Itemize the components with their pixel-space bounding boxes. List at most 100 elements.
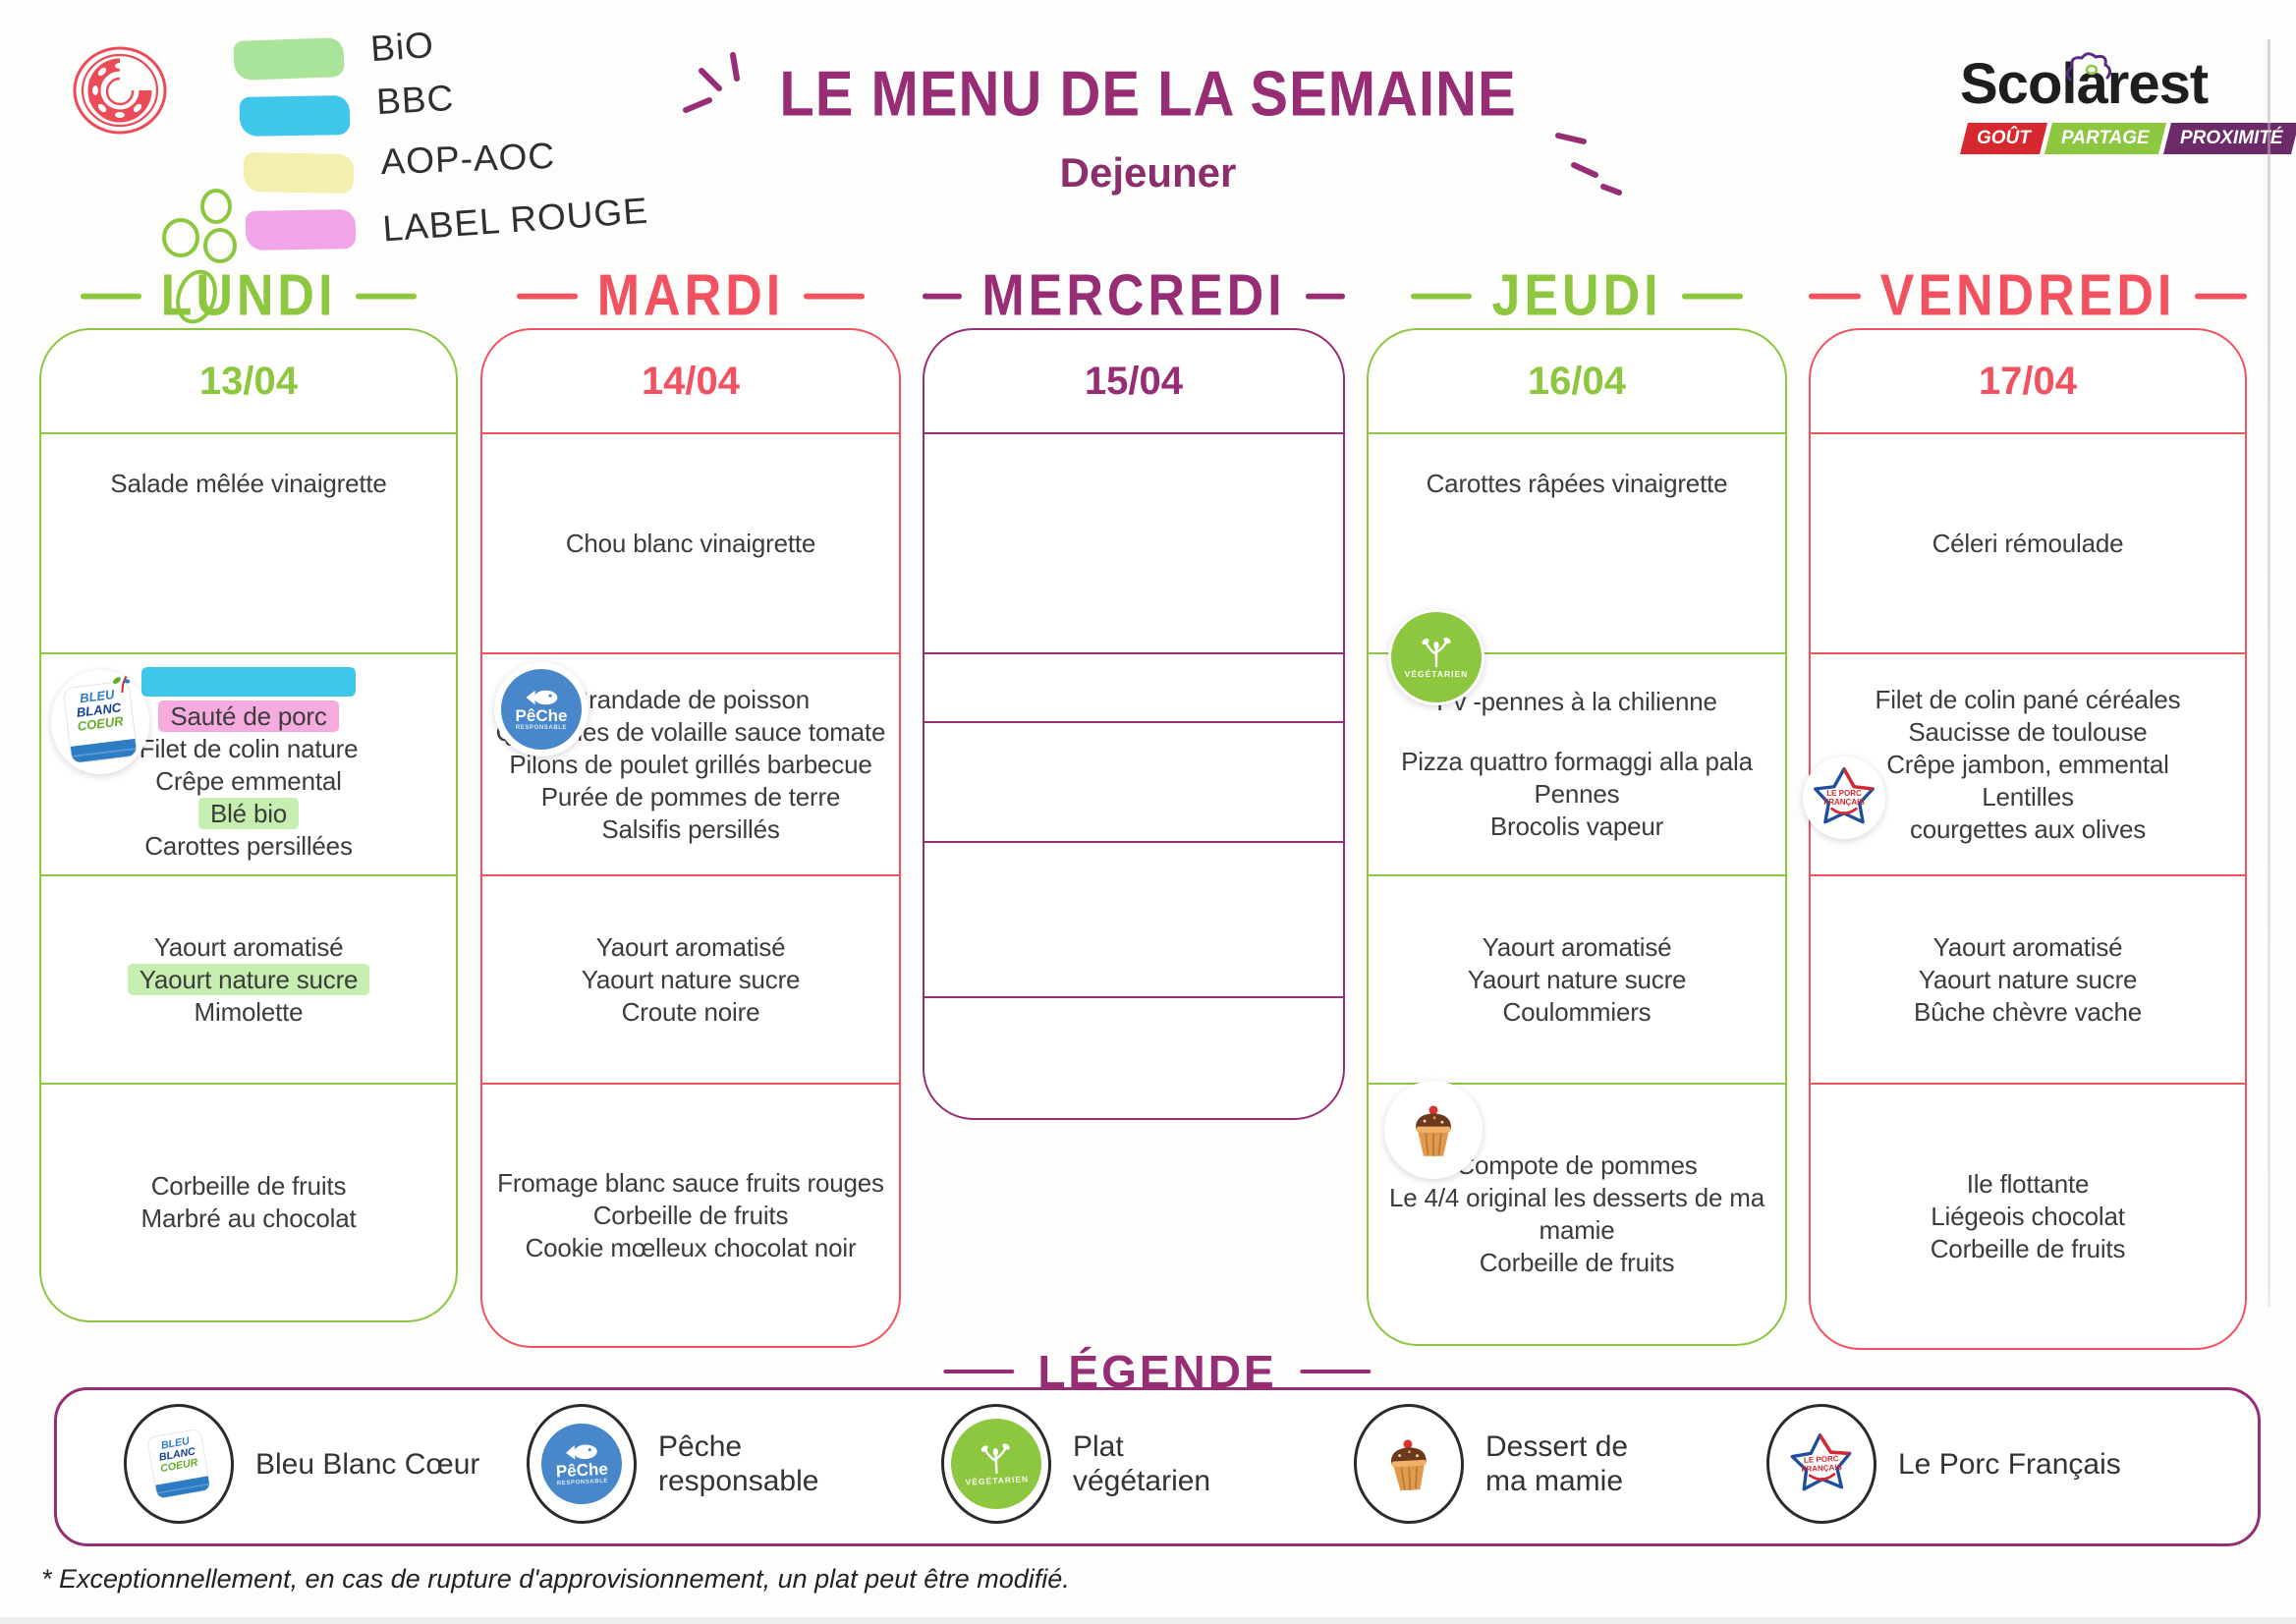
day-name: JEUDI bbox=[1491, 262, 1662, 329]
key-label: LABEL ROUGE bbox=[381, 190, 650, 250]
day-box: 15/04 bbox=[923, 328, 1345, 1120]
starter-section: Chou blanc vinaigrette bbox=[482, 432, 899, 652]
menu-item-highlighted: Blé bio bbox=[197, 797, 300, 830]
title-dash bbox=[80, 293, 141, 299]
menu-item: Corbeille de fruits bbox=[1479, 1248, 1675, 1277]
ribbon-gout: GOÛT bbox=[1960, 123, 2047, 154]
badge-holder bbox=[1384, 1081, 1483, 1179]
day-title: LUNDI bbox=[39, 262, 458, 329]
day-name: VENDREDI bbox=[1879, 262, 2176, 329]
porc-francais-icon: LE PORC FRANÇAIS bbox=[1782, 1425, 1861, 1503]
page-subtitle: Dejeuner bbox=[1059, 149, 1237, 196]
dessert-section: Corbeille de fruits Marbré au chocolat bbox=[41, 1083, 456, 1320]
dairy-section: Yaourt aromatisé Yaourt nature sucre Mim… bbox=[41, 874, 456, 1083]
day-name: LUNDI bbox=[160, 262, 337, 329]
bleu-blanc-coeur-icon: BLEU BLANC COEUR bbox=[146, 1428, 211, 1499]
menu-item: Céleri rémoulade bbox=[1932, 528, 2124, 558]
day-box: 17/04 Céleri rémoulade LE PORC F bbox=[1803, 328, 2247, 1350]
badge-holder: VÉGÉTARIEN bbox=[1388, 609, 1484, 705]
legend-item-bleu-blanc-coeur: BLEU BLANC COEUR Bleu Blanc Cœur bbox=[120, 1401, 480, 1527]
menu-item: Compote de pommes bbox=[1456, 1150, 1698, 1180]
footnote: * Exceptionnellement, en cas de rupture … bbox=[41, 1564, 1070, 1594]
title-dash bbox=[516, 293, 578, 299]
menu-item: Fromage blanc sauce fruits rouges bbox=[497, 1167, 884, 1198]
peche-responsable-icon: PêChe RESPONSABLE bbox=[538, 1421, 625, 1507]
badge-text: LE PORC FRANÇAIS bbox=[1823, 789, 1865, 807]
menu-item: Filet de colin pané céréales bbox=[1875, 684, 2181, 714]
badge-text: RESPONSABLE bbox=[556, 1478, 609, 1487]
porc-francais-icon: LE PORC FRANÇAIS bbox=[1807, 760, 1881, 835]
title-dash bbox=[804, 293, 866, 299]
rays-left-icon bbox=[676, 47, 760, 135]
menu-item-highlighted bbox=[141, 666, 356, 700]
menu-item: Yaourt aromatisé bbox=[595, 931, 786, 962]
plat-vegetarien-icon: VÉGÉTARIEN bbox=[948, 1416, 1044, 1512]
bleu-blanc-coeur-icon: BLEU BLANC COEUR bbox=[63, 675, 138, 763]
menu-item: Le 4/4 original les desserts de ma mamie bbox=[1389, 1183, 1764, 1245]
main-section: VÉGÉTARIEN Pv -pennes à la chilienne Piz… bbox=[1369, 609, 1785, 874]
dessert-section bbox=[924, 996, 1343, 1118]
main-section: BLEU BLANC COEUR Sauté de porc Filet de … bbox=[41, 652, 456, 874]
legend-title: LÉGENDE bbox=[943, 1345, 1372, 1398]
menu-item: Saucisse de toulouse bbox=[1908, 716, 2148, 747]
dessert-mamie-icon bbox=[1416, 1105, 1451, 1156]
legend-item-porc-francais: LE PORC FRANÇAIS Le Porc Français bbox=[1763, 1401, 2121, 1527]
badge-holder: PêChe RESPONSABLE bbox=[494, 662, 588, 756]
day-box: 13/04 Salade mêlée vinaigrette BLEU BLAN… bbox=[39, 328, 458, 1322]
day-date: 15/04 bbox=[1084, 359, 1184, 403]
day-name: MERCREDI bbox=[981, 262, 1286, 329]
menu-item: Yaourt aromatisé bbox=[1932, 931, 2123, 962]
badge-text: VÉGÉTARIEN bbox=[965, 1473, 1030, 1487]
badge-strip bbox=[155, 1476, 211, 1499]
day-title: VENDREDI bbox=[1809, 262, 2247, 329]
legend-item-peche-responsable: PêChe RESPONSABLE Pêche responsable bbox=[523, 1401, 830, 1527]
menu-item: Yaourt nature sucre bbox=[1467, 964, 1687, 994]
dairy-section: Yaourt aromatisé Yaourt nature sucre Cou… bbox=[1369, 874, 1785, 1083]
dessert-section: Ile flottante Liégeois chocolat Corbeill… bbox=[1811, 1083, 2245, 1348]
menu-item-highlighted: Sauté de porc bbox=[158, 700, 339, 733]
title-dash bbox=[923, 293, 963, 299]
dairy-section: Yaourt aromatisé Yaourt nature sucre Cro… bbox=[482, 874, 899, 1083]
doodle-circles-icon bbox=[155, 108, 253, 339]
badge-holder: LE PORC FRANÇAIS bbox=[1803, 756, 1885, 839]
legend-label: Plat végétarien bbox=[1073, 1430, 1211, 1497]
legend-circle bbox=[1350, 1401, 1468, 1527]
title-dash bbox=[1411, 293, 1473, 299]
title-dash bbox=[1809, 293, 1861, 299]
main-section: PêChe RESPONSABLE Brandade de poisson Qu… bbox=[482, 652, 899, 874]
day-box: 16/04 Carottes râpées vinaigrette bbox=[1367, 328, 1787, 1346]
menu-item: Croute noire bbox=[621, 996, 760, 1027]
legend-item-plat-vegetarien: VÉGÉTARIEN Plat végétarien bbox=[937, 1401, 1245, 1527]
ribbon-partage: PARTAGE bbox=[2044, 123, 2166, 154]
starter-section: Salade mêlée vinaigrette bbox=[41, 432, 456, 652]
legend-box: LÉGENDE BLEU BLANC COEUR Bleu Blanc Cœur bbox=[54, 1346, 2261, 1546]
menu-item: Pennes bbox=[1534, 779, 1620, 809]
badge-text: COEUR bbox=[76, 713, 125, 734]
badge-holder: BLEU BLANC COEUR bbox=[51, 670, 149, 774]
menu-item: Carottes persillées bbox=[144, 830, 353, 861]
starter-section bbox=[924, 432, 1343, 652]
scolarest-wordmark: Scolarest bbox=[1960, 51, 2265, 117]
tomato-stamp-icon bbox=[69, 39, 171, 146]
empty-section bbox=[924, 652, 1343, 721]
menu-item: Pizza quattro formaggi alla pala bbox=[1401, 747, 1753, 776]
menu-item: Corbeille de fruits bbox=[1930, 1233, 2126, 1263]
day-box: 14/04 Chou blanc vinaigrette PêChe RESPO… bbox=[480, 328, 901, 1348]
scan-bottom-artifact bbox=[0, 1617, 2296, 1624]
legend-circle: LE PORC FRANÇAIS bbox=[1763, 1401, 1880, 1527]
legend-circle: BLEU BLANC COEUR bbox=[120, 1401, 238, 1527]
legend-label: Bleu Blanc Cœur bbox=[255, 1447, 480, 1481]
day-date: 17/04 bbox=[1978, 359, 2078, 403]
menu-item: Coulommiers bbox=[1502, 996, 1652, 1027]
menu-item: Lentilles bbox=[1982, 781, 2074, 812]
main-section: LE PORC FRANÇAIS Filet de colin pané cér… bbox=[1803, 652, 2245, 874]
menu-item: Filet de colin nature bbox=[139, 733, 359, 763]
menu-item: Ile flottante bbox=[1966, 1168, 2090, 1199]
dessert-mamie-icon bbox=[1390, 1439, 1427, 1491]
day-date: 16/04 bbox=[1527, 359, 1627, 403]
title-dash bbox=[1681, 293, 1743, 299]
menu-item: Yaourt nature sucre bbox=[581, 964, 801, 994]
title-dash bbox=[943, 1369, 1015, 1374]
plat-vegetarien-icon: VÉGÉTARIEN bbox=[1391, 612, 1482, 702]
title-dash bbox=[356, 293, 418, 299]
